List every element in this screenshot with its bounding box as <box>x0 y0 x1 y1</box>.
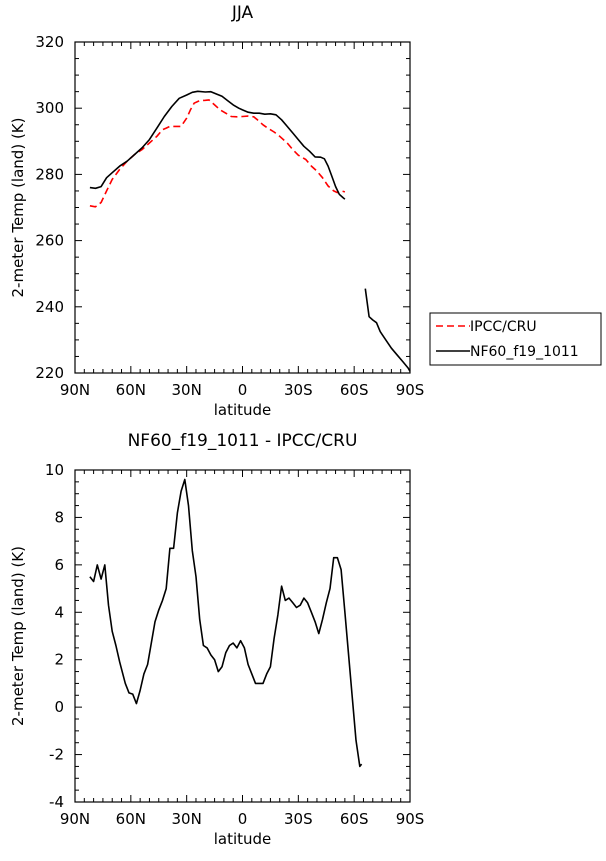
chart1-x-tick-label: 60S <box>340 381 369 399</box>
chart1-x-tick-label: 30S <box>284 381 313 399</box>
chart1-y-tick-label: 300 <box>35 99 64 117</box>
chart1-x-tick-label: 30N <box>172 381 202 399</box>
chart2-x-tick-label: 30N <box>172 810 202 828</box>
chart1-x-tick-label: 60N <box>116 381 146 399</box>
legend-label-2: NF60_f19_1011 <box>470 344 579 360</box>
chart1-y-tick-label: 280 <box>35 165 64 183</box>
chart2-series-1-line <box>89 478 363 768</box>
chart1-x-axis-label: latitude <box>214 401 272 419</box>
chart1-y-tick-label: 220 <box>35 364 64 382</box>
chart2-x-tick-label: 60S <box>340 810 369 828</box>
chart1: 90N 60N 30N 0 30S 60S 90S 220 240 260 280 300 320 JJA… <box>9 3 602 419</box>
chart2-y-tick-label: -4 <box>49 793 64 811</box>
chart2-plot-frame <box>74 469 411 803</box>
chart1-x-tick-label: 0 <box>238 381 248 399</box>
legend-label-1: IPCC/CRU <box>470 319 537 335</box>
chart1-y-tick-label: 260 <box>35 232 64 250</box>
chart1-title: JJA <box>231 3 254 23</box>
chart2-y-tick-label: 2 <box>54 651 64 669</box>
chart1-y-tick-label: 240 <box>35 298 64 316</box>
chart2-y-axis-label: 2-meter Temp (land) (K) <box>9 546 27 726</box>
chart2-y-tick-label: 8 <box>54 508 64 526</box>
chart2-y-tick-label: -2 <box>49 746 64 764</box>
chart2-x-tick-label: 90N <box>60 810 90 828</box>
chart2: 90N 60N 30N 0 30S 60S 90S -4 -2 0 2 4 6 8 10 NF60_f19_1… <box>9 431 424 848</box>
chart2-x-axis-label: latitude <box>214 830 272 848</box>
chart1-y-axis-label: 2-meter Temp (land) (K) <box>9 118 27 298</box>
chart2-y-tick-label: 6 <box>54 556 64 574</box>
chart1-series-2-line <box>89 90 346 200</box>
chart2-y-tick-label: 10 <box>45 461 64 479</box>
chart1-y-tick-label: 320 <box>35 33 64 51</box>
chart2-x-tick-label: 60N <box>116 810 146 828</box>
chart1-series-1-line <box>89 99 346 208</box>
chart2-x-tick-label: 90S <box>396 810 425 828</box>
chart2-x-tick-label: 30S <box>284 810 313 828</box>
chart2-y-tick-label: 4 <box>54 603 64 621</box>
chart2-title: NF60_f19_1011 - IPCC/CRU <box>128 431 358 451</box>
chart1-legend: IPCC/CRU NF60_f19_1011 <box>429 312 602 366</box>
chart1-x-tick-label: 90S <box>396 381 425 399</box>
chart2-y-tick-label: 0 <box>54 698 64 716</box>
legend-box <box>429 312 602 366</box>
chart1-series-2-line <box>364 288 411 372</box>
chart1-x-tick-label: 90N <box>60 381 90 399</box>
chart1-plot-frame <box>74 41 411 374</box>
chart2-x-tick-label: 0 <box>238 810 248 828</box>
